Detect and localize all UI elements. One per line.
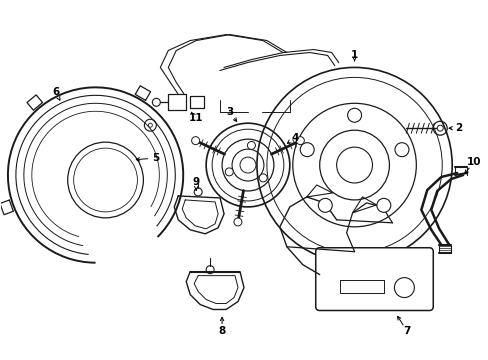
- Text: 4: 4: [290, 133, 298, 143]
- Circle shape: [225, 168, 233, 176]
- Circle shape: [394, 143, 408, 157]
- Circle shape: [152, 98, 160, 106]
- Circle shape: [436, 125, 442, 131]
- Text: 3: 3: [226, 107, 233, 117]
- Text: 5: 5: [151, 153, 159, 163]
- Text: 7: 7: [403, 327, 410, 336]
- Circle shape: [318, 198, 331, 212]
- Text: 2: 2: [455, 123, 462, 133]
- Circle shape: [148, 123, 152, 127]
- Circle shape: [376, 198, 390, 212]
- Text: 10: 10: [466, 157, 480, 167]
- FancyBboxPatch shape: [315, 248, 432, 310]
- Text: 9: 9: [192, 177, 199, 187]
- Text: 8: 8: [218, 327, 225, 336]
- Circle shape: [259, 174, 266, 182]
- Circle shape: [300, 143, 313, 157]
- Circle shape: [247, 141, 255, 149]
- Text: 11: 11: [188, 113, 203, 123]
- Circle shape: [240, 157, 255, 173]
- Circle shape: [191, 137, 199, 145]
- Circle shape: [296, 137, 304, 145]
- Circle shape: [233, 218, 242, 226]
- Text: 1: 1: [350, 50, 358, 60]
- Circle shape: [347, 108, 361, 122]
- Text: 6: 6: [52, 87, 59, 97]
